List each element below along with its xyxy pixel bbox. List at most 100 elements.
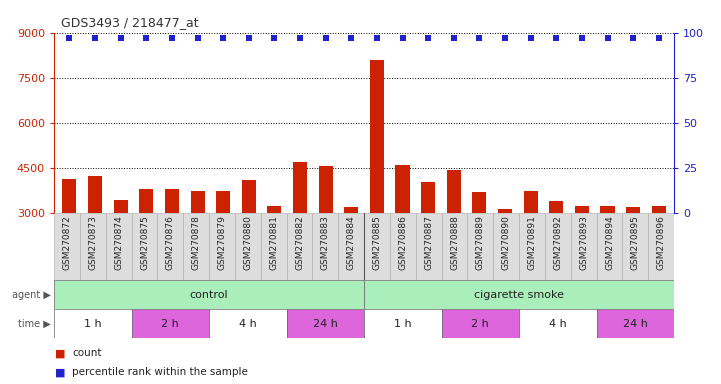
Bar [319,167,332,303]
Text: 2 h: 2 h [472,318,490,329]
Bar [338,213,364,280]
Text: GSM270873: GSM270873 [89,215,97,270]
Point [525,35,536,41]
Bar [622,213,648,280]
Bar [467,213,493,280]
Bar [364,309,441,338]
Point [294,35,306,41]
Bar [242,180,256,303]
Text: time ▶: time ▶ [18,318,50,329]
Bar [286,213,312,280]
Point [499,35,510,41]
Text: GSM270886: GSM270886 [399,215,407,270]
Bar [441,213,467,280]
Text: GSM270882: GSM270882 [295,215,304,270]
Text: GSM270881: GSM270881 [269,215,278,270]
Bar [648,213,674,280]
Text: GSM270889: GSM270889 [476,215,485,270]
Bar [523,190,538,303]
Bar [472,192,487,303]
Bar [165,189,179,303]
Point [371,35,383,41]
Bar [601,205,614,303]
Point [602,35,614,41]
Bar [390,213,416,280]
Text: GSM270878: GSM270878 [192,215,200,270]
Bar [54,213,80,280]
Bar [596,309,674,338]
Bar [54,309,131,338]
Bar [209,213,235,280]
Bar [216,190,230,303]
Text: GSM270890: GSM270890 [502,215,510,270]
Text: GSM270893: GSM270893 [579,215,588,270]
Text: GSM270872: GSM270872 [63,215,71,270]
Text: GDS3493 / 218477_at: GDS3493 / 218477_at [61,16,199,29]
Point [551,35,562,41]
Text: 24 h: 24 h [313,318,338,329]
Bar [209,309,286,338]
Point [115,35,126,41]
Bar [545,213,571,280]
Bar [131,309,209,338]
Bar [416,213,441,280]
Text: count: count [72,348,102,358]
Bar [293,162,307,303]
Bar [267,205,281,303]
Point [474,35,485,41]
Bar [88,175,102,303]
Text: GSM270880: GSM270880 [244,215,252,270]
Point [192,35,203,41]
Bar [549,201,563,303]
Text: ■: ■ [55,367,68,377]
Bar [235,213,261,280]
Bar [370,60,384,303]
Point [63,35,75,41]
Text: control: control [190,290,229,300]
Bar [190,190,205,303]
Bar [364,213,390,280]
Bar [364,280,674,309]
Text: GSM270896: GSM270896 [657,215,665,270]
Point [627,35,639,41]
Point [653,35,665,41]
Point [345,35,357,41]
Text: 1 h: 1 h [394,318,412,329]
Bar [139,189,154,303]
Text: GSM270894: GSM270894 [605,215,614,270]
Bar [114,200,128,303]
Bar [447,169,461,303]
Point [448,35,459,41]
Text: GSM270888: GSM270888 [450,215,459,270]
Text: 2 h: 2 h [162,318,180,329]
Text: agent ▶: agent ▶ [12,290,50,300]
Text: GSM270891: GSM270891 [528,215,536,270]
Bar [421,182,435,303]
Text: ■: ■ [55,348,68,358]
Bar [441,309,519,338]
Bar [183,213,209,280]
Point [269,35,280,41]
Bar [106,213,131,280]
Point [243,35,255,41]
Text: GSM270884: GSM270884 [347,215,355,270]
Bar [498,209,512,303]
Bar [54,280,364,309]
Point [218,35,229,41]
Text: cigarette smoke: cigarette smoke [474,290,564,300]
Point [320,35,332,41]
Bar [312,213,338,280]
Bar [63,179,76,303]
Bar [157,213,183,280]
Text: GSM270895: GSM270895 [631,215,640,270]
Text: GSM270875: GSM270875 [140,215,149,270]
Bar [596,213,622,280]
Point [141,35,152,41]
Bar [493,213,519,280]
Text: GSM270883: GSM270883 [321,215,329,270]
Bar [626,207,640,303]
Point [166,35,177,41]
Point [423,35,434,41]
Point [89,35,101,41]
Text: 1 h: 1 h [84,318,102,329]
